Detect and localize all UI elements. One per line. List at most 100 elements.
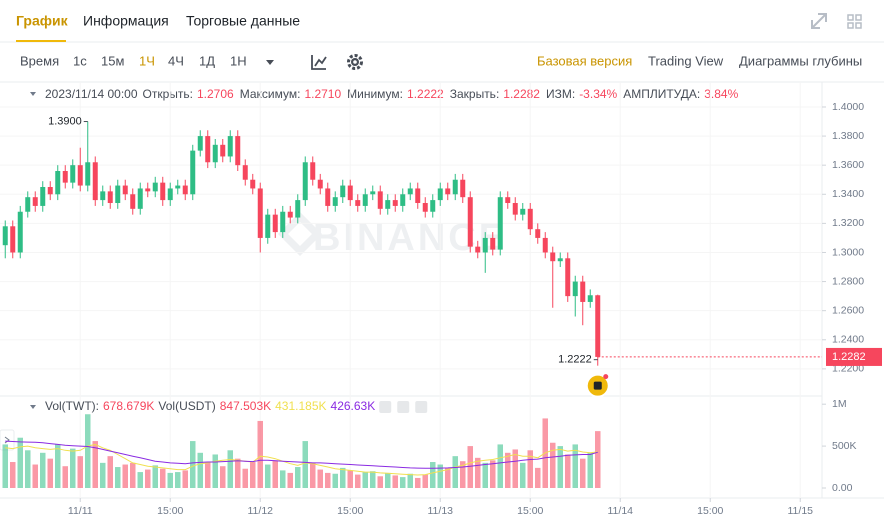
interval-button[interactable]: 4Ч bbox=[168, 53, 184, 68]
candle-body bbox=[92, 162, 98, 201]
tab[interactable]: График bbox=[16, 13, 69, 29]
legend-eye-button[interactable] bbox=[379, 401, 392, 413]
volume-bar bbox=[422, 474, 428, 488]
view-button[interactable]: Базовая версия bbox=[537, 53, 632, 68]
candle-body bbox=[10, 226, 16, 253]
candle-body bbox=[250, 179, 256, 189]
candle-body bbox=[407, 188, 413, 195]
y-tick-label: 1.3800 bbox=[832, 130, 864, 142]
interval-button[interactable]: 15м bbox=[101, 53, 124, 68]
volume-bar bbox=[182, 470, 188, 488]
candle-body bbox=[235, 136, 241, 166]
candle-body bbox=[47, 187, 53, 195]
volume-bar bbox=[557, 446, 563, 488]
candle-body bbox=[40, 187, 46, 206]
volume-bar bbox=[220, 466, 226, 488]
candle-body bbox=[347, 185, 353, 201]
settings-icon[interactable] bbox=[347, 54, 363, 70]
candle-body bbox=[400, 194, 406, 206]
candle-body bbox=[445, 188, 451, 195]
volume-bar bbox=[332, 473, 338, 488]
candle-body bbox=[145, 188, 151, 192]
y-tick-label: 1.2800 bbox=[832, 275, 864, 287]
volume-bar bbox=[452, 456, 458, 488]
indicator-icon[interactable] bbox=[311, 55, 327, 70]
x-tick-label: 11/14 bbox=[608, 505, 634, 517]
candle-body bbox=[25, 197, 31, 212]
candle-body bbox=[452, 179, 458, 195]
interval-button[interactable]: 1Н bbox=[230, 53, 247, 68]
y-tick-label: 1.3400 bbox=[832, 188, 864, 200]
volume-bar bbox=[10, 462, 16, 488]
volume-bar bbox=[197, 452, 203, 488]
volume-bar bbox=[152, 465, 158, 488]
volume-bar bbox=[55, 444, 61, 488]
time-label: Время bbox=[20, 53, 59, 68]
legend-gear-button[interactable] bbox=[397, 401, 410, 413]
candle-body bbox=[325, 188, 331, 206]
layout-icon[interactable] bbox=[847, 14, 862, 29]
volume-bar bbox=[445, 467, 451, 488]
candle-body bbox=[460, 179, 466, 198]
collapse-icon[interactable] bbox=[30, 405, 36, 409]
dropdown-icon[interactable] bbox=[266, 60, 274, 65]
candle-body bbox=[272, 214, 278, 233]
expand-icon[interactable] bbox=[811, 13, 827, 29]
candle-body bbox=[355, 200, 361, 206]
interval-button[interactable]: 1с bbox=[73, 53, 87, 68]
candle-body bbox=[482, 237, 488, 253]
view-button[interactable]: Диаграммы глубины bbox=[739, 53, 862, 68]
volume-bar bbox=[25, 450, 31, 488]
volume-bar bbox=[430, 462, 436, 488]
volume-bar bbox=[595, 431, 601, 488]
collapse-icon[interactable] bbox=[30, 92, 36, 96]
volume-bar bbox=[580, 458, 586, 488]
volume-bar bbox=[460, 461, 466, 488]
tab[interactable]: Информация bbox=[83, 13, 169, 29]
volume-bar bbox=[400, 477, 406, 488]
volume-bar bbox=[377, 476, 383, 488]
interval-button[interactable]: 1Д bbox=[199, 53, 215, 68]
tab[interactable]: Торговые данные bbox=[186, 13, 300, 29]
volume-bar bbox=[302, 441, 308, 488]
volume-bar bbox=[62, 466, 68, 488]
volume-bar bbox=[137, 472, 143, 488]
x-tick-label: 15:00 bbox=[157, 505, 183, 517]
candle-body bbox=[205, 136, 211, 163]
volume-bar bbox=[392, 475, 398, 488]
volume-bar bbox=[227, 450, 233, 488]
volume-bar bbox=[565, 454, 571, 488]
volume-bar bbox=[167, 472, 173, 488]
candle-body bbox=[197, 136, 203, 151]
interval-button[interactable]: 1Ч bbox=[139, 53, 155, 68]
legend-entry: 847.503K bbox=[220, 399, 271, 413]
view-button[interactable]: Trading View bbox=[648, 53, 724, 68]
volume-bar bbox=[572, 444, 578, 488]
volume-bar bbox=[325, 472, 331, 488]
candle-body bbox=[535, 229, 541, 238]
volume-bar bbox=[385, 472, 391, 488]
volume-bar bbox=[550, 442, 556, 488]
info-value: -3.34% bbox=[579, 87, 617, 101]
legend-close-button[interactable] bbox=[415, 401, 428, 413]
candle-body bbox=[520, 208, 526, 215]
candle-body bbox=[370, 191, 376, 195]
candle-body bbox=[17, 211, 23, 253]
high-label: 1.3900 bbox=[48, 115, 82, 127]
volume-bar bbox=[40, 452, 46, 488]
info-value: 1.2710 bbox=[304, 87, 341, 101]
volume-bar bbox=[115, 467, 121, 488]
legend-entry: Vol(USDT) bbox=[158, 399, 215, 413]
legend-entry: Vol(TWT): bbox=[45, 399, 99, 413]
candle-body bbox=[32, 197, 38, 206]
volume-ma-line bbox=[5, 443, 598, 476]
volume-bar bbox=[190, 441, 196, 488]
candle-body bbox=[490, 237, 496, 250]
volume-ma-line bbox=[5, 440, 598, 469]
x-tick-label: 11/11 bbox=[68, 505, 93, 517]
volume-bar bbox=[175, 472, 181, 488]
volume-bar bbox=[235, 458, 241, 488]
live-badge-dot bbox=[603, 374, 609, 380]
y-tick-label: 1.3600 bbox=[832, 159, 864, 171]
volume-bar bbox=[242, 468, 248, 488]
